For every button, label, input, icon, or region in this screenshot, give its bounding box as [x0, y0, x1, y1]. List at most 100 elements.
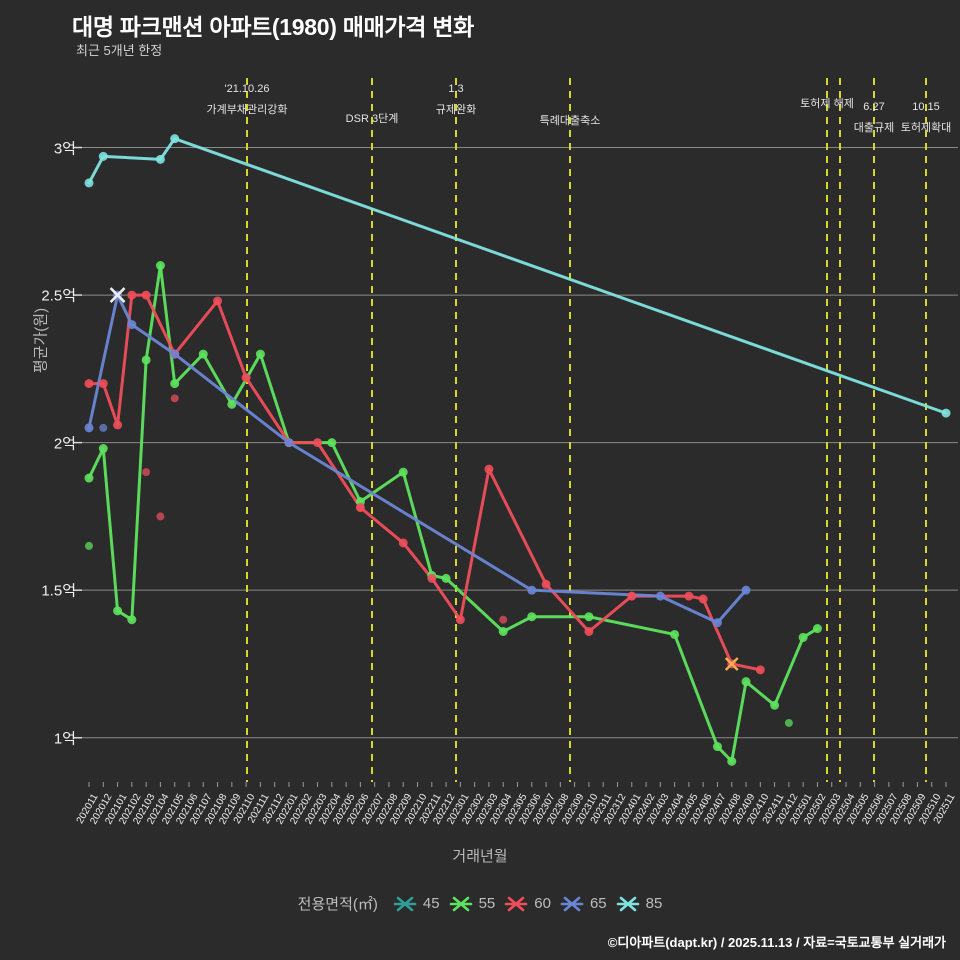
- asterisk-marker-icon: [393, 896, 417, 911]
- data-point-85: [941, 408, 951, 418]
- data-point-55: [441, 573, 451, 583]
- data-point-60: [313, 438, 323, 448]
- scatter-point-55: [85, 541, 93, 550]
- data-point-60: [84, 379, 94, 389]
- footer-credit: ©디아파트(dapt.kr) / 2025.11.13 / 자료=국토교통부 실…: [607, 935, 946, 950]
- data-point-60: [755, 665, 765, 675]
- data-point-55: [84, 473, 94, 483]
- chart-legend: 전용면적(㎡) 45 55 60 65 85: [0, 893, 960, 914]
- y-tick-label: 1.5억: [41, 582, 76, 600]
- data-point-60: [584, 626, 594, 636]
- legend-item-45[interactable]: 45: [393, 894, 440, 914]
- data-point-55: [741, 677, 751, 687]
- data-point-60: [398, 538, 408, 548]
- y-axis-ticks: 1억 1.5억 2억 2.5억 3억: [0, 70, 76, 780]
- data-point-55: [798, 632, 808, 642]
- marker-85-highlight: [109, 287, 126, 303]
- data-point-65: [655, 591, 665, 601]
- data-point-85: [98, 151, 108, 161]
- data-point-55: [398, 467, 408, 477]
- data-point-60: [427, 573, 437, 583]
- y-tick-label: 3억: [53, 140, 76, 157]
- data-point-60: [684, 591, 694, 601]
- data-point-60: [241, 373, 251, 383]
- data-point-55: [155, 261, 165, 271]
- data-point-55: [255, 349, 265, 359]
- data-point-65: [84, 423, 94, 433]
- page-subtitle: 최근 5개년 한정: [76, 43, 163, 58]
- data-point-60: [113, 420, 123, 430]
- asterisk-marker-icon: [616, 896, 639, 911]
- event-date-label: 6.27: [863, 101, 885, 113]
- asterisk-marker-icon: [560, 896, 584, 911]
- event-date-label: '21.10.26: [224, 83, 270, 95]
- data-point-60: [127, 290, 137, 300]
- event-name-label: 특례대출축소: [539, 115, 601, 127]
- event-name-label: DSR 3단계: [345, 113, 399, 125]
- scatter-point-60: [142, 468, 151, 477]
- data-point-55: [770, 700, 780, 710]
- data-point-55: [227, 399, 237, 409]
- scatter-point-60: [627, 592, 636, 601]
- legend-item-60[interactable]: 60: [504, 894, 551, 914]
- data-point-55: [727, 756, 737, 766]
- scatter-point-60: [499, 615, 508, 624]
- data-point-65: [127, 320, 137, 330]
- data-point-65: [712, 618, 722, 628]
- data-point-60: [141, 290, 151, 300]
- data-point-60: [455, 615, 465, 625]
- scatter-point-60: [156, 512, 165, 521]
- data-point-55: [584, 612, 594, 622]
- event-name-label: 토허제 해제: [800, 98, 854, 110]
- data-point-60: [98, 379, 108, 389]
- data-point-85: [155, 154, 165, 164]
- data-point-65: [170, 349, 180, 359]
- data-point-55: [170, 379, 180, 389]
- data-point-85: [170, 134, 180, 144]
- legend-item-55[interactable]: 55: [449, 894, 496, 914]
- data-point-65: [284, 438, 294, 448]
- data-point-55: [98, 444, 108, 454]
- legend-item-85[interactable]: 85: [616, 894, 663, 914]
- data-point-60: [484, 464, 494, 474]
- event-name-label: 가계부채관리강화: [206, 104, 288, 116]
- event-date-label: 10.15: [912, 101, 940, 113]
- event-name-label: 규제완화: [435, 104, 477, 116]
- y-tick-label: 1억: [53, 730, 76, 748]
- legend-label: 85: [645, 895, 663, 912]
- data-point-65: [741, 585, 751, 595]
- event-name-label: 토허제확대: [900, 122, 952, 134]
- event-date-label: 1.3: [448, 83, 464, 95]
- scatter-point-60: [170, 394, 179, 403]
- data-point-55: [670, 629, 680, 639]
- asterisk-marker-icon: [449, 896, 472, 911]
- y-tick-label: 2.5억: [41, 287, 76, 305]
- y-tick-label: 2억: [53, 435, 76, 453]
- legend-title: 전용면적(㎡): [297, 896, 378, 913]
- data-point-60: [541, 579, 551, 589]
- data-point-55: [127, 615, 137, 625]
- data-point-60: [698, 594, 708, 604]
- data-point-55: [198, 349, 208, 359]
- data-point-55: [113, 606, 123, 616]
- event-name-label: 대출규제: [853, 122, 895, 134]
- legend-label: 65: [589, 895, 607, 912]
- legend-label: 55: [478, 895, 496, 912]
- data-point-55: [141, 355, 151, 365]
- page-title: 대명 파크맨션 아파트(1980) 매매가격 변화: [72, 14, 474, 40]
- data-point-65: [527, 585, 537, 595]
- asterisk-marker-icon: [504, 896, 528, 911]
- data-point-55: [327, 438, 337, 448]
- legend-item-65[interactable]: 65: [560, 894, 607, 914]
- data-point-55: [527, 612, 537, 622]
- scatter-point-55: [784, 718, 793, 727]
- x-axis-title: 거래년월: [452, 848, 508, 865]
- data-point-55: [498, 626, 508, 636]
- data-point-60: [213, 296, 223, 306]
- marker-60-highlight: [724, 657, 739, 671]
- data-point-55: [712, 742, 722, 752]
- scatter-point-65: [99, 423, 108, 432]
